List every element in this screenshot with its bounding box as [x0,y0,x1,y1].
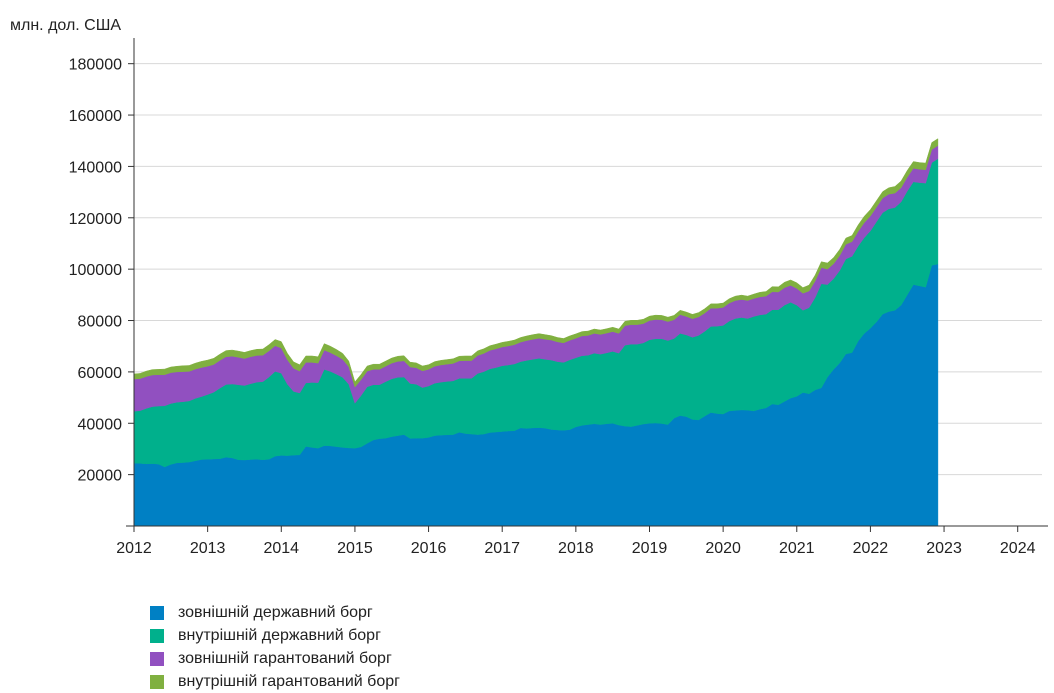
legend-label: внутрішній гарантований борг [178,672,400,690]
x-tick-label: 2022 [853,540,889,557]
legend: зовнішній державний борг внутрішній держ… [150,601,400,693]
x-tick-label: 2015 [337,540,373,557]
area-series-3 [133,138,939,388]
y-tick-label: 180000 [69,57,122,74]
x-tick-label: 2023 [926,540,962,557]
legend-item-internal-guaranteed-debt[interactable]: внутрішній гарантований борг [150,670,400,693]
x-tick-label: 2012 [116,540,152,557]
legend-swatch [150,674,164,689]
legend-item-external-state-debt[interactable]: зовнішній державний борг [150,601,400,624]
legend-label: зовнішній державний борг [178,603,373,621]
y-tick-label: 160000 [69,108,122,125]
legend-item-external-guaranteed-debt[interactable]: зовнішній гарантований борг [150,647,400,670]
y-axis-ticks: 20000 40000 60000 80000 100000 120000 140000 16… [69,57,134,485]
legend-swatch [150,628,164,643]
x-tick-label: 2013 [190,540,226,557]
x-tick-label: 2016 [411,540,447,557]
y-tick-label: 120000 [69,211,122,228]
axes [126,38,1048,527]
series-areas [133,138,939,527]
x-tick-label: 2018 [558,540,594,557]
y-tick-label: 100000 [69,262,122,279]
y-tick-label: 140000 [69,159,122,176]
x-tick-label: 2021 [779,540,815,557]
y-tick-label: 60000 [78,365,123,382]
x-axis-ticks: 2012 2013 2014 2015 2016 2017 2018 2019 2020 2021… [116,526,1036,557]
x-tick-label: 2024 [1000,540,1036,557]
y-tick-label: 80000 [78,314,123,331]
x-tick-label: 2017 [484,540,520,557]
x-tick-label: 2020 [705,540,741,557]
y-tick-label: 20000 [78,468,123,485]
x-tick-label: 2019 [632,540,668,557]
legend-item-internal-state-debt[interactable]: внутрішній державний борг [150,624,400,647]
legend-label: внутрішній державний борг [178,626,381,644]
legend-swatch [150,605,164,620]
x-tick-label: 2014 [263,540,299,557]
y-tick-label: 40000 [78,416,123,433]
legend-label: зовнішній гарантований борг [178,649,392,667]
legend-swatch [150,651,164,666]
y-axis-unit-label: млн. дол. США [10,17,121,34]
